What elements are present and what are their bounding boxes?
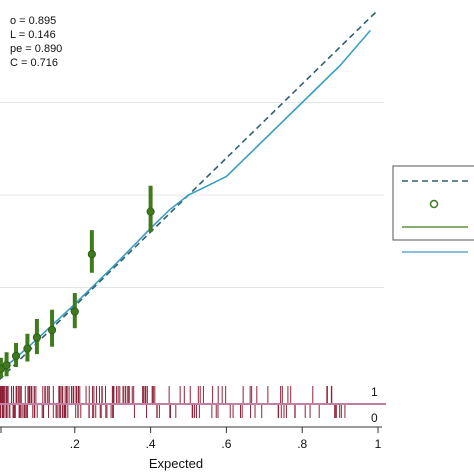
rug-plot: 10	[0, 385, 386, 425]
legend-box	[392, 165, 474, 241]
legend-swatch-observed	[429, 199, 439, 209]
statistic-line: o = 0.895	[10, 15, 56, 27]
rug-label-0: 0	[371, 411, 378, 425]
statistics-block: o = 0.895 L = 0.146 pe = 0.890 C = 0.716	[10, 15, 62, 69]
statistic-line: L = 0.146	[10, 29, 56, 41]
x-tick-label: 1	[375, 437, 382, 451]
observed-point	[146, 207, 155, 216]
rug-label-1: 1	[371, 385, 378, 399]
x-axis-title: Expected	[149, 456, 203, 471]
observed-point	[32, 333, 42, 342]
plot-marks	[0, 9, 379, 381]
statistic-line: C = 0.716	[10, 57, 58, 69]
observed-point	[2, 361, 11, 370]
observed-point	[11, 351, 21, 361]
x-tick-label: .2	[70, 437, 80, 451]
statistic-line: pe = 0.890	[10, 43, 62, 55]
x-axis: .2 .4 .6 .8 1 Expected	[0, 426, 382, 471]
x-tick-label: .6	[221, 437, 231, 451]
observed-point	[23, 344, 32, 353]
gridlines	[0, 102, 384, 288]
smoothed-fit-line	[0, 29, 372, 373]
observed-point	[47, 325, 57, 335]
x-tick-label: .4	[146, 437, 156, 451]
x-tick-label: .8	[297, 437, 307, 451]
observed-point	[87, 250, 96, 259]
legend	[392, 165, 474, 253]
observed-point	[70, 307, 79, 316]
